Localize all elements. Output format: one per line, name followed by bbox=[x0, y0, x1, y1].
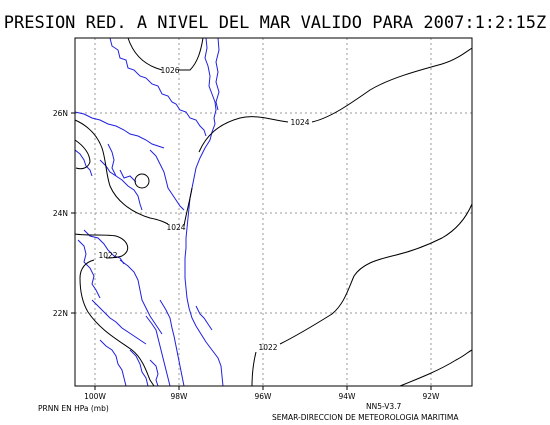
lon-label-94w: 94W bbox=[339, 392, 357, 401]
map-title: PRESION RED. A NIVEL DEL MAR VALIDO PARA… bbox=[4, 13, 546, 33]
units-note: PRNN EN HPa (mb) bbox=[38, 404, 109, 413]
isobar-1024-left bbox=[74, 119, 193, 227]
isobar-left-edge bbox=[74, 139, 91, 170]
isobars bbox=[74, 37, 473, 387]
isobar-1026 bbox=[127, 37, 204, 71]
isobar-label-1026: 1026 bbox=[160, 66, 179, 75]
lat-label-24n: 24N bbox=[53, 209, 68, 218]
isobar-label-1024-top: 1024 bbox=[290, 118, 309, 127]
lon-label-96w: 96W bbox=[255, 392, 273, 401]
isobar-bottom-right bbox=[399, 349, 473, 387]
lon-label-92w: 92W bbox=[423, 392, 441, 401]
isobar-label-1024-left: 1024 bbox=[166, 223, 185, 232]
isobar-1024-top bbox=[198, 47, 473, 153]
model-version: NN5-V3.7 bbox=[366, 402, 402, 411]
agency-credit: SEMAR-DIRECCION DE METEOROLOGIA MARITIMA bbox=[272, 413, 459, 422]
lon-label-98w: 98W bbox=[171, 392, 189, 401]
tick-marks bbox=[71, 112, 432, 390]
lat-label-22n: 22N bbox=[53, 309, 68, 318]
isobar-closed-small bbox=[134, 173, 150, 189]
coastline-and-borders bbox=[74, 37, 224, 387]
lat-label-26n: 26N bbox=[53, 109, 68, 118]
isobar-1022-bottom bbox=[251, 203, 473, 387]
isobar-label-1022-bottom: 1022 bbox=[258, 343, 277, 352]
isobar-1022-left bbox=[74, 233, 155, 387]
map-frame bbox=[74, 37, 473, 387]
grid bbox=[75, 38, 472, 386]
lon-label-100w: 100W bbox=[84, 392, 106, 401]
isobar-label-1022-left: 1022 bbox=[98, 251, 117, 260]
